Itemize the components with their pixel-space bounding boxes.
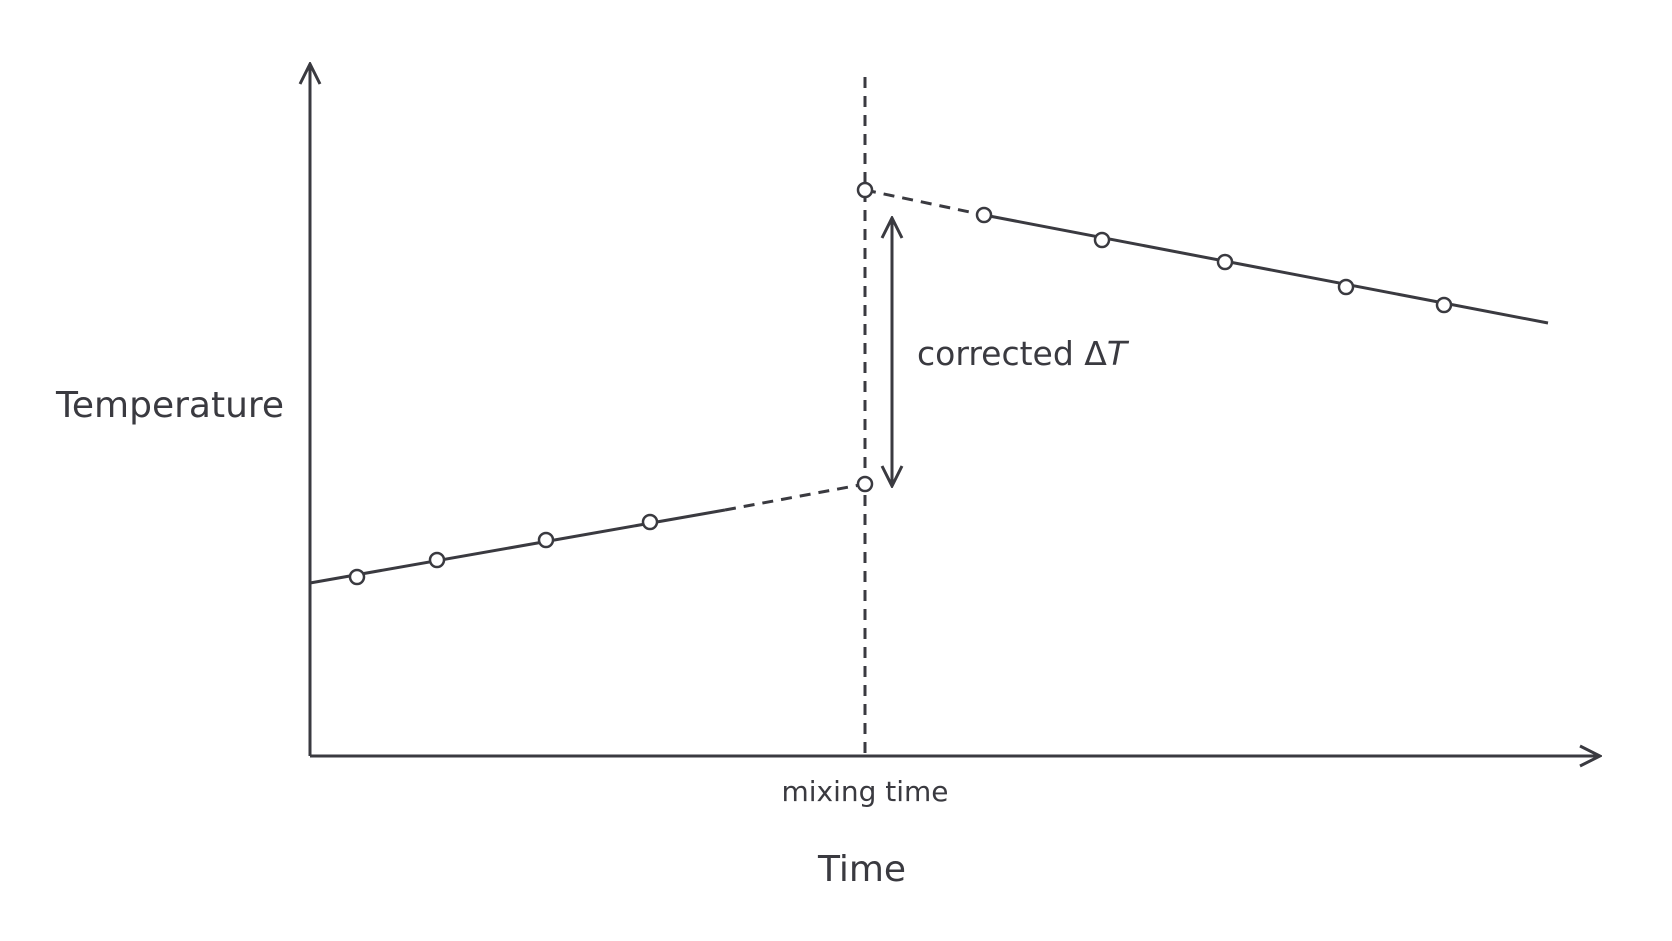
delta-prefix: corrected Δ <box>917 334 1107 373</box>
point <box>428 551 446 569</box>
points <box>348 181 1453 586</box>
pre-mix-extrapolation <box>724 482 866 512</box>
post-mix-trend <box>983 213 1549 325</box>
x-axis-label: Time <box>817 849 906 890</box>
y-axis-label: Temperature <box>55 385 284 426</box>
post-mix-extrapolation <box>864 188 985 217</box>
point <box>537 531 555 549</box>
pre-mix-trend <box>309 508 726 585</box>
mixing-time-label: mixing time <box>781 775 948 808</box>
point <box>856 181 874 199</box>
delta-variable: T <box>1107 334 1130 373</box>
point <box>856 475 874 493</box>
point <box>348 568 366 586</box>
point <box>1216 253 1234 271</box>
point <box>1093 231 1111 249</box>
point <box>975 206 993 224</box>
point <box>641 513 659 531</box>
point <box>1435 296 1453 314</box>
point <box>1337 278 1355 296</box>
delta-label: corrected ΔT <box>917 334 1130 373</box>
